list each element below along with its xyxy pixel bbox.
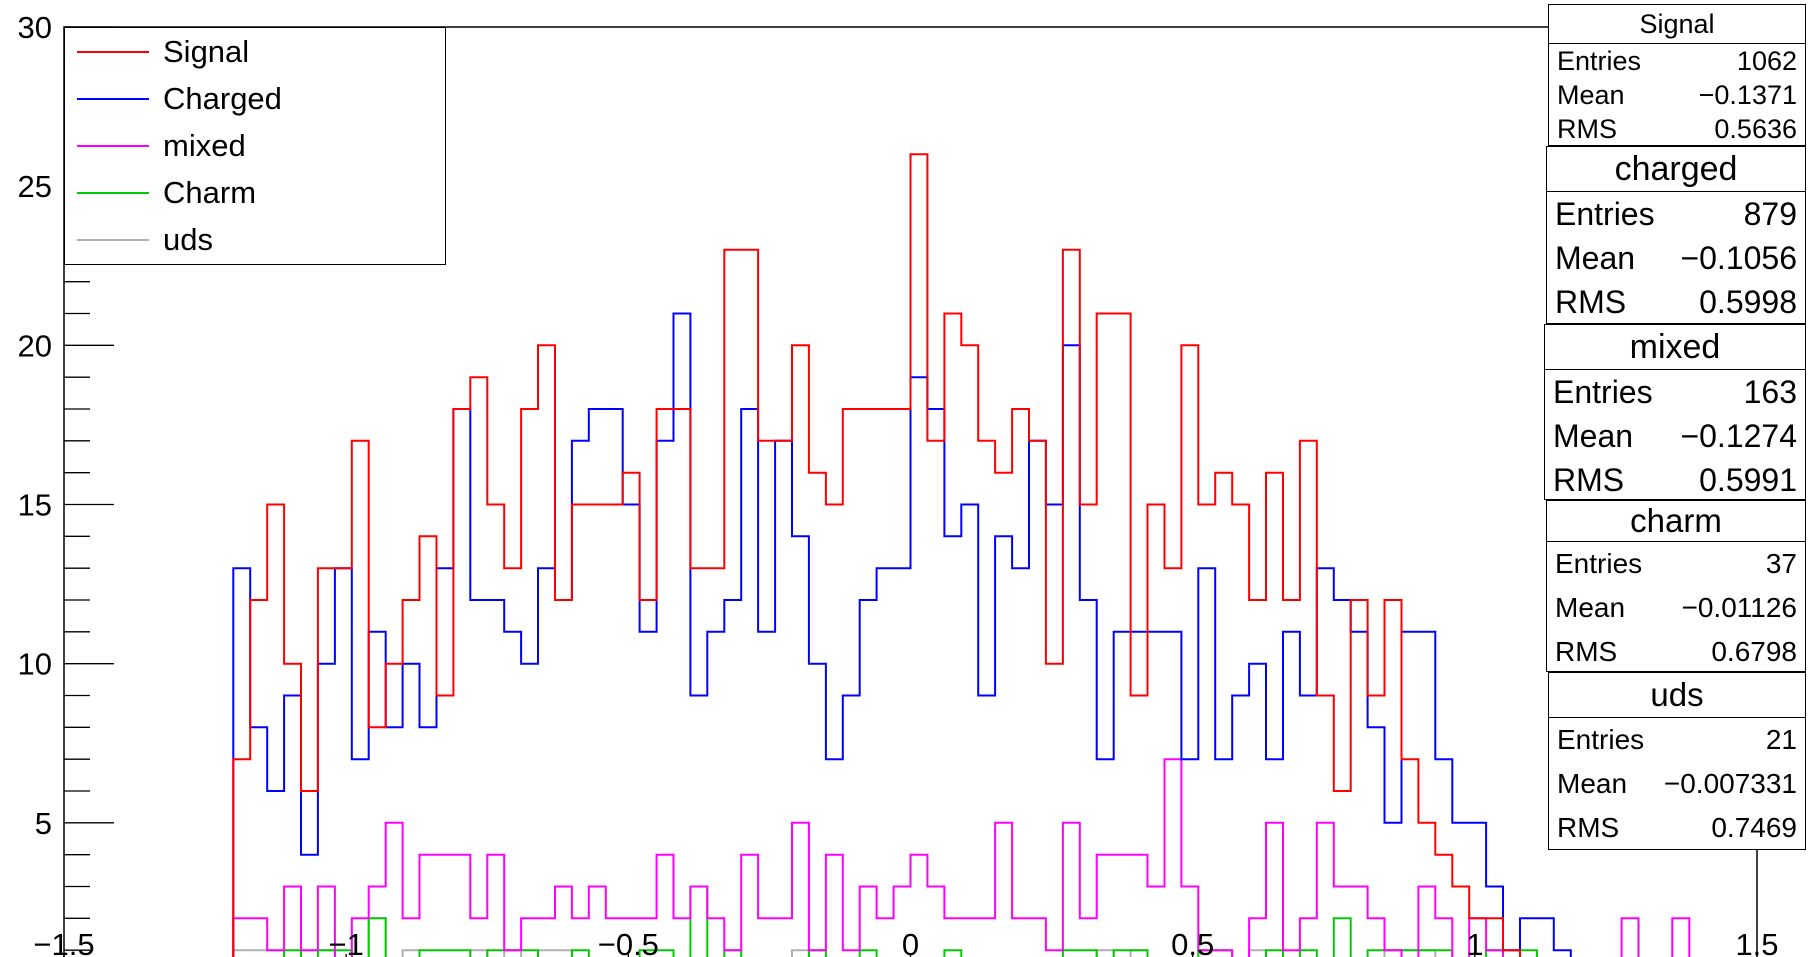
legend-item-charm: Charm xyxy=(65,169,445,216)
stat-box-signal: Signal Entries 1062 Mean −0.1371 RMS 0.5636 xyxy=(1548,4,1806,146)
legend-item-mixed: mixed xyxy=(65,122,445,169)
stat-box-title: charm xyxy=(1547,501,1805,542)
stat-label-rms: RMS xyxy=(1557,114,1617,144)
legend-line-mixed xyxy=(77,144,149,147)
stat-value-entries: 21 xyxy=(1765,724,1797,755)
y-tick-label: 25 xyxy=(18,169,52,204)
legend-label-uds: uds xyxy=(163,221,213,257)
stat-label-entries: Entries xyxy=(1555,548,1643,579)
stat-value-rms: 0.5991 xyxy=(1699,462,1797,498)
stat-label-entries: Entries xyxy=(1553,374,1653,410)
stat-value-entries: 37 xyxy=(1765,548,1797,579)
legend-label-charm: Charm xyxy=(163,174,257,210)
legend-label-charged: Charged xyxy=(163,80,282,116)
stat-value-rms: 0.5998 xyxy=(1699,284,1797,320)
stat-label-entries: Entries xyxy=(1555,196,1655,232)
stat-label-mean: Mean xyxy=(1555,592,1626,623)
stat-value-rms: 0.7469 xyxy=(1711,812,1797,843)
stat-label-entries: Entries xyxy=(1557,46,1642,76)
stat-value-rms: 0.6798 xyxy=(1711,636,1797,667)
stat-value-mean: −0.01126 xyxy=(1681,592,1798,623)
stat-label-rms: RMS xyxy=(1555,284,1627,320)
legend-line-signal xyxy=(77,50,149,53)
y-tick-label: 10 xyxy=(18,647,52,682)
legend-line-charm xyxy=(77,191,149,194)
stat-box-charged: charged Entries 879 Mean −0.1056 RMS 0.5998 xyxy=(1546,146,1806,324)
y-tick-label: 30 xyxy=(18,10,52,45)
stat-label-entries: Entries xyxy=(1557,724,1645,755)
legend-line-uds xyxy=(77,238,149,241)
stat-label-rms: RMS xyxy=(1553,462,1625,498)
stat-value-entries: 879 xyxy=(1743,196,1797,232)
series-uds xyxy=(232,917,1521,957)
series-charged xyxy=(232,312,1572,957)
legend-line-charged xyxy=(77,97,149,100)
y-tick-label: 5 xyxy=(35,806,52,841)
stat-label-mean: Mean xyxy=(1557,80,1625,110)
legend: Signal Charged mixed Charm uds xyxy=(64,27,446,265)
stat-label-mean: Mean xyxy=(1555,240,1636,276)
stat-label-rms: RMS xyxy=(1557,812,1620,843)
stat-value-entries: 1062 xyxy=(1736,46,1797,76)
y-tick-label: 15 xyxy=(18,488,52,523)
stat-value-mean: −0.1274 xyxy=(1680,418,1797,454)
stat-box-title: uds xyxy=(1549,673,1805,718)
stat-value-mean: −0.1056 xyxy=(1680,240,1797,276)
x-tick-label: 1 xyxy=(1466,927,1483,957)
stat-box-title: Signal xyxy=(1549,5,1805,44)
x-tick-label: 0.5 xyxy=(1171,927,1214,957)
stat-label-rms: RMS xyxy=(1555,636,1618,667)
x-tick-label: 0 xyxy=(902,927,919,957)
series-signal xyxy=(232,153,1521,957)
stat-box-charm: charm Entries 37 Mean −0.01126 RMS 0.6798 xyxy=(1546,500,1806,672)
legend-item-signal: Signal xyxy=(65,28,445,75)
x-tick-label: 1.5 xyxy=(1735,927,1778,957)
x-tick-label: −1 xyxy=(328,927,363,957)
legend-item-uds: uds xyxy=(65,216,445,263)
x-tick-label: −1.5 xyxy=(33,927,94,957)
stat-box-uds: uds Entries 21 Mean −0.007331 RMS 0.7469 xyxy=(1548,672,1806,850)
legend-label-signal: Signal xyxy=(163,33,250,69)
stat-value-mean: −0.1371 xyxy=(1698,80,1797,110)
stat-label-mean: Mean xyxy=(1553,418,1634,454)
stat-value-rms: 0.5636 xyxy=(1714,114,1797,144)
stat-box-mixed: mixed Entries 163 Mean −0.1274 RMS 0.5991 xyxy=(1544,324,1806,500)
series-mixed xyxy=(232,758,1691,957)
y-tick-label: 20 xyxy=(18,328,52,363)
series-charm xyxy=(283,885,1538,957)
stat-value-entries: 163 xyxy=(1743,374,1797,410)
stat-box-title: mixed xyxy=(1545,325,1805,370)
legend-item-charged: Charged xyxy=(65,75,445,122)
x-tick-label: −0.5 xyxy=(598,927,659,957)
stat-value-mean: −0.007331 xyxy=(1663,768,1797,799)
stat-label-mean: Mean xyxy=(1557,768,1628,799)
legend-label-mixed: mixed xyxy=(163,127,246,163)
stat-box-title: charged xyxy=(1547,147,1805,192)
